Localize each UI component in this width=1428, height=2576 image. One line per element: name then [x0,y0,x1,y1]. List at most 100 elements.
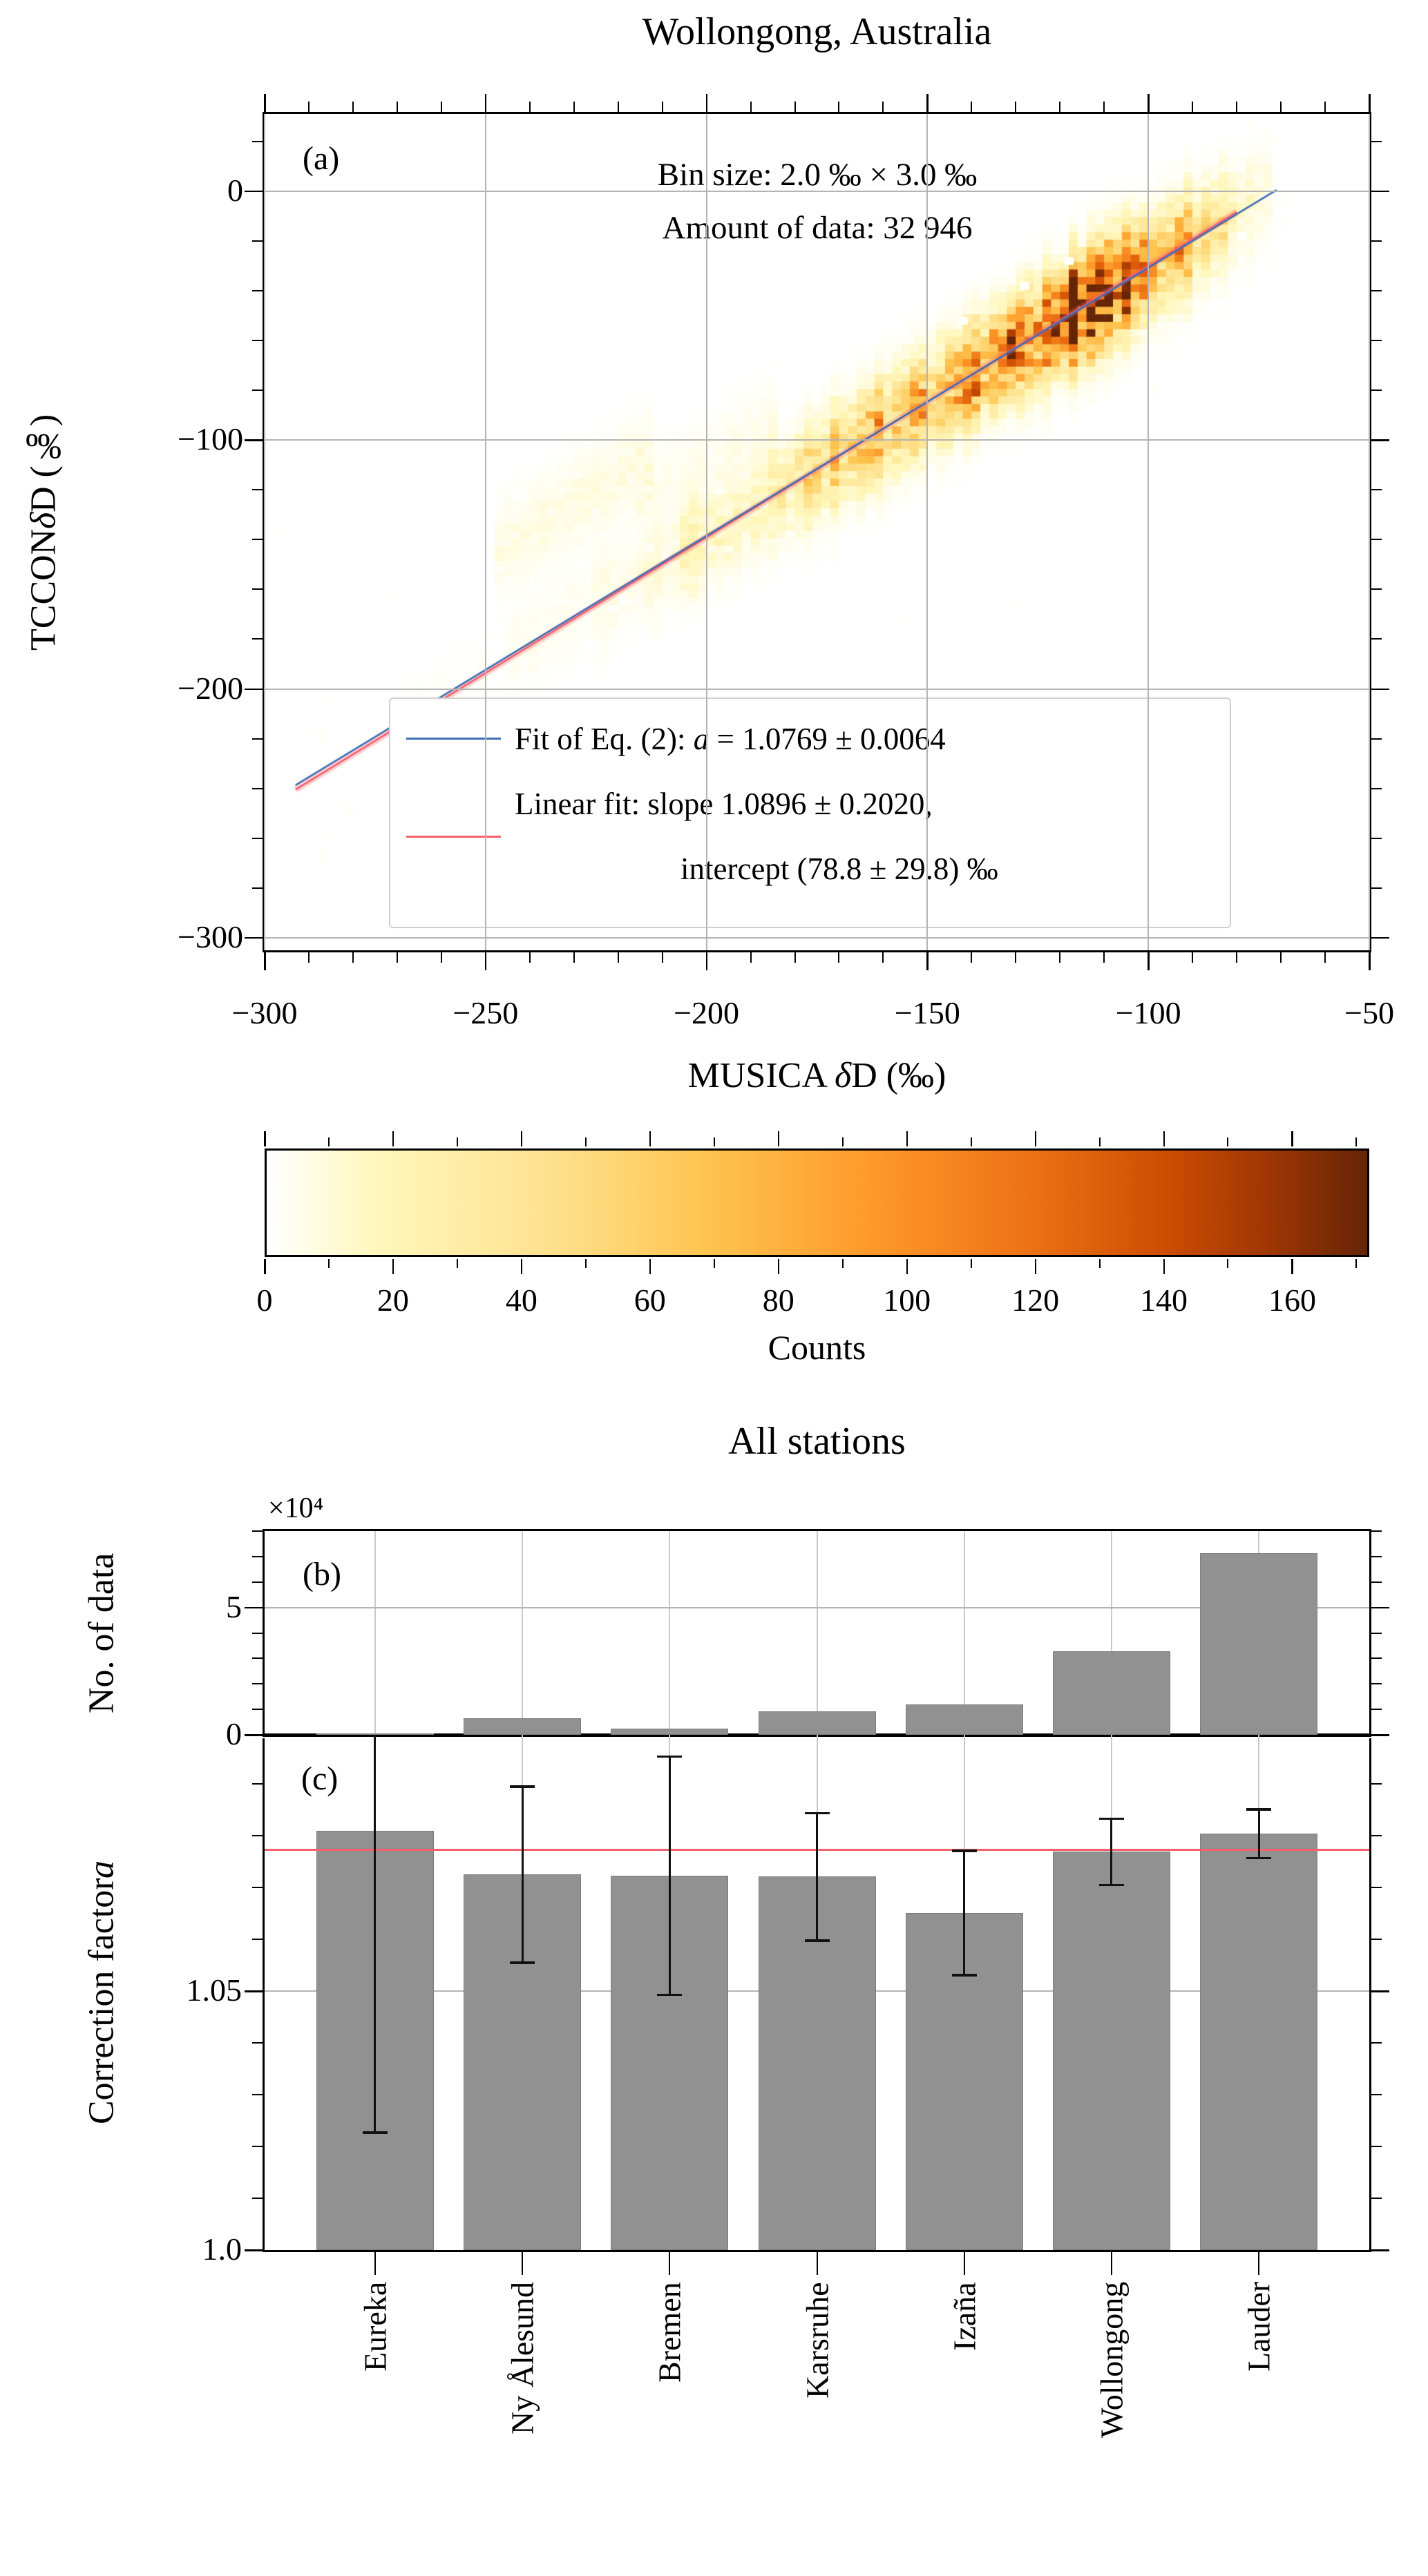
panel-b-gridline-x [1110,1531,1112,1735]
panel-c-errorbar-captop-1 [510,1785,535,1788]
panel-a-xtick-minor [617,952,619,963]
colorbar-tick-major-bottom [1291,1259,1293,1274]
panel-a-xtick-minor [1192,952,1194,963]
colorbar-tick-label: 60 [634,1282,666,1318]
panel-a-xtick-minor-top [617,102,619,112]
panel-a-xtick-minor-top [882,102,884,112]
panel-a-xtick-major-top [926,94,929,112]
panel-a-xtick-major [705,952,708,970]
panel-a-ytick-minor-right [1371,390,1382,392]
panel-b-ytick-minor-right [1371,1555,1382,1557]
colorbar-tick-minor-bottom [327,1259,330,1268]
label-part: δ [835,1056,852,1095]
panel-a-xtick-minor [838,952,840,963]
panel-b-ytick-minor-right [1371,1683,1382,1685]
legend-entry-1-label: Fit of Eq. (2): a = 1.0769 ± 0.0064 [515,721,946,757]
panel-a-letter: (a) [303,140,340,177]
panel-a-ytick-minor-right [1371,339,1382,341]
panel-a-ytick-label: −300 [178,919,243,954]
colorbar-tick-label: 0 [256,1282,273,1318]
panel-b-ytick-minor-right [1371,1632,1382,1634]
colorbar-tick-minor-bottom [713,1259,715,1268]
colorbar-tick-minor-bottom [841,1259,844,1268]
panel-c-ytick-minor-right [1371,2094,1382,2096]
panel-a-ytick-major [245,936,263,939]
panel-b-gridline-x [963,1531,965,1735]
colorbar-tick-major-top [1291,1131,1293,1146]
panel-a-ytick-minor [252,837,263,839]
panel-c-errorbar-captop-3 [804,1811,830,1815]
colorbar-tick-major-top [649,1131,651,1146]
panel-a-xtick-minor [1280,952,1282,963]
panel-c-ytick-minor [252,1783,263,1785]
panel-b-ytick-label: 5 [226,1588,242,1624]
panel-c-bar-6 [1200,1834,1318,2250]
panel-a-xtick-minor [750,952,752,963]
panel-c-ytick-major [245,2249,263,2251]
panel-a-ytick-minor-right [1371,837,1382,839]
panel-a-xtick-minor-top [573,102,575,112]
panel-a-gridline-y [265,190,1369,192]
panel-a-ytick-minor [252,240,263,242]
panel-a-xtick-major [484,952,487,970]
panel-c-ytick-label: 1.0 [202,2231,242,2267]
colorbar-tick-minor-bottom [1355,1259,1358,1268]
panel-a-ytick-minor-right [1371,787,1382,789]
panel-c-ytick-minor [252,1835,263,1837]
colorbar-tick-minor-top [1227,1137,1229,1146]
label-part: D (‰) [851,1056,946,1095]
panel-a-xtick-minor [1103,952,1105,963]
panel-c-errorbar-capbot-0 [362,2131,388,2134]
panel-b-gridline-x [669,1531,671,1735]
panel-a-xtick-major-top [705,94,708,112]
colorbar-tick-major-top [1034,1131,1037,1146]
panel-a-ytick-minor-right [1371,738,1382,740]
panel-a-xtick-minor-top [661,102,663,112]
label-part: = 1.0769 ± 0.0064 [709,722,946,756]
panel-b-bar-4 [905,1704,1023,1735]
panel-a-xtick-minor [1059,952,1061,963]
colorbar-tick-minor-top [584,1137,587,1146]
panel-b-bar-2 [611,1728,729,1735]
panel-a-ytick-label: −100 [178,421,243,457]
panel-c-ytick-minor-right [1371,2146,1382,2148]
colorbar-tick-minor-top [456,1137,458,1146]
panel-a-xtick-minor [794,952,796,963]
panel-a-xtick-minor [971,952,973,963]
colorbar-tick-major-bottom [777,1259,780,1274]
panel-a-xtick-major [926,952,929,970]
panel-c-frame [263,1738,1371,2252]
panel-a-ytick-major [245,688,263,691]
station-label-6: Lauder [1241,2282,1277,2372]
colorbar-tick-major-bottom [392,1259,394,1274]
panel-c-errorbar-line-5 [1110,1818,1113,1885]
panel-c-errorbar-line-4 [963,1850,966,1975]
colorbar-tick-major-top [264,1131,266,1146]
legend-red-line-sample [406,836,501,838]
panel-a-ytick-minor-right [1371,289,1382,291]
panel-a-gridline-x [926,114,929,950]
colorbar-tick-label: 120 [1011,1282,1060,1318]
panel-c-ytick-minor-right [1371,1835,1382,1837]
panel-c-letter: (c) [301,1760,339,1797]
panel-a-xtick-minor-top [1280,102,1282,112]
panel-a-ytick-minor-right [1371,588,1382,590]
panel-b-gridline-x [816,1531,818,1735]
colorbar-tick-major-bottom [1034,1259,1037,1274]
panel-b-ytick-minor [252,1683,263,1685]
panel-a-xtick-minor [352,952,354,963]
panel-b-gridline-x [522,1531,524,1735]
panel-a-xtick-minor-top [352,102,354,112]
panel-c-ytick-minor-right [1371,1939,1382,1941]
panel-a-xtick-minor-top [440,102,442,112]
panel-a-ytick-label: 0 [227,172,243,208]
colorbar-tick-major-top [777,1131,780,1146]
panel-c-ytick-minor [252,1887,263,1889]
panel-c-errorbar-line-6 [1257,1809,1260,1858]
colorbar-tick-major-bottom [906,1259,908,1274]
panel-a-xtick-major [1369,952,1371,970]
panel-c-errorbar-line-1 [521,1786,524,1963]
panel-c-ytick-label: 1.05 [186,1972,242,2008]
label-part: Fit of Eq. (2): [515,722,694,756]
colorbar-tick-minor-bottom [970,1259,972,1268]
